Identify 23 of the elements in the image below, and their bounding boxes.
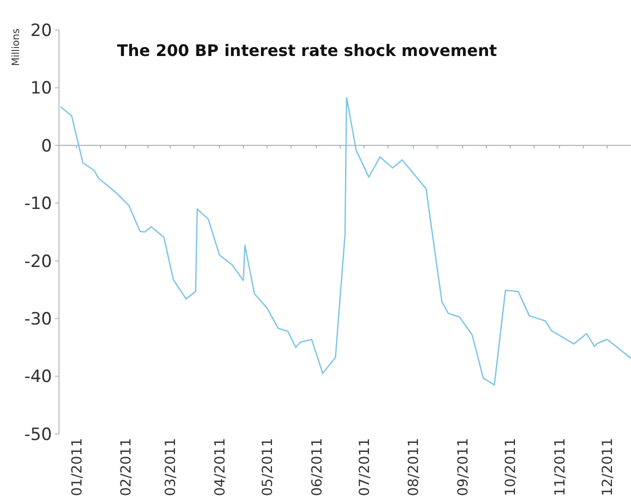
x-tick-label: 01/2011 bbox=[69, 438, 86, 496]
y-tick-label: -30 bbox=[24, 310, 52, 330]
y-tick-label: -40 bbox=[24, 367, 52, 388]
x-tick-label: 02/2011 bbox=[118, 438, 135, 496]
y-axis-title: Millions bbox=[11, 28, 22, 66]
x-tick-label: 07/2011 bbox=[356, 438, 373, 496]
x-tick-label: 05/2011 bbox=[260, 438, 276, 496]
x-tick-label: 09/2011 bbox=[455, 438, 472, 496]
x-tick-label: 03/2011 bbox=[163, 438, 180, 496]
text: The 200 BP interest rate shock movement bbox=[117, 41, 498, 60]
x-tick-label: 08/2011 bbox=[406, 438, 422, 496]
y-tick-label: -10 bbox=[24, 194, 52, 214]
y-tick-label: 10 bbox=[30, 78, 52, 99]
x-tick-label: 06/2011 bbox=[309, 438, 326, 496]
x-tick-label: 11/2011 bbox=[552, 438, 568, 496]
y-tick-label: 0 bbox=[41, 136, 52, 156]
x-tick-label: 04/2011 bbox=[212, 438, 228, 496]
x-tick-label: 10/2011 bbox=[503, 438, 520, 496]
y-tick-label: -50 bbox=[24, 424, 52, 445]
x-tick-label: 12/2011 bbox=[600, 438, 616, 496]
line-series bbox=[60, 96, 631, 386]
y-tick-label: 20 bbox=[30, 20, 52, 41]
y-tick-label: -20 bbox=[24, 252, 52, 272]
